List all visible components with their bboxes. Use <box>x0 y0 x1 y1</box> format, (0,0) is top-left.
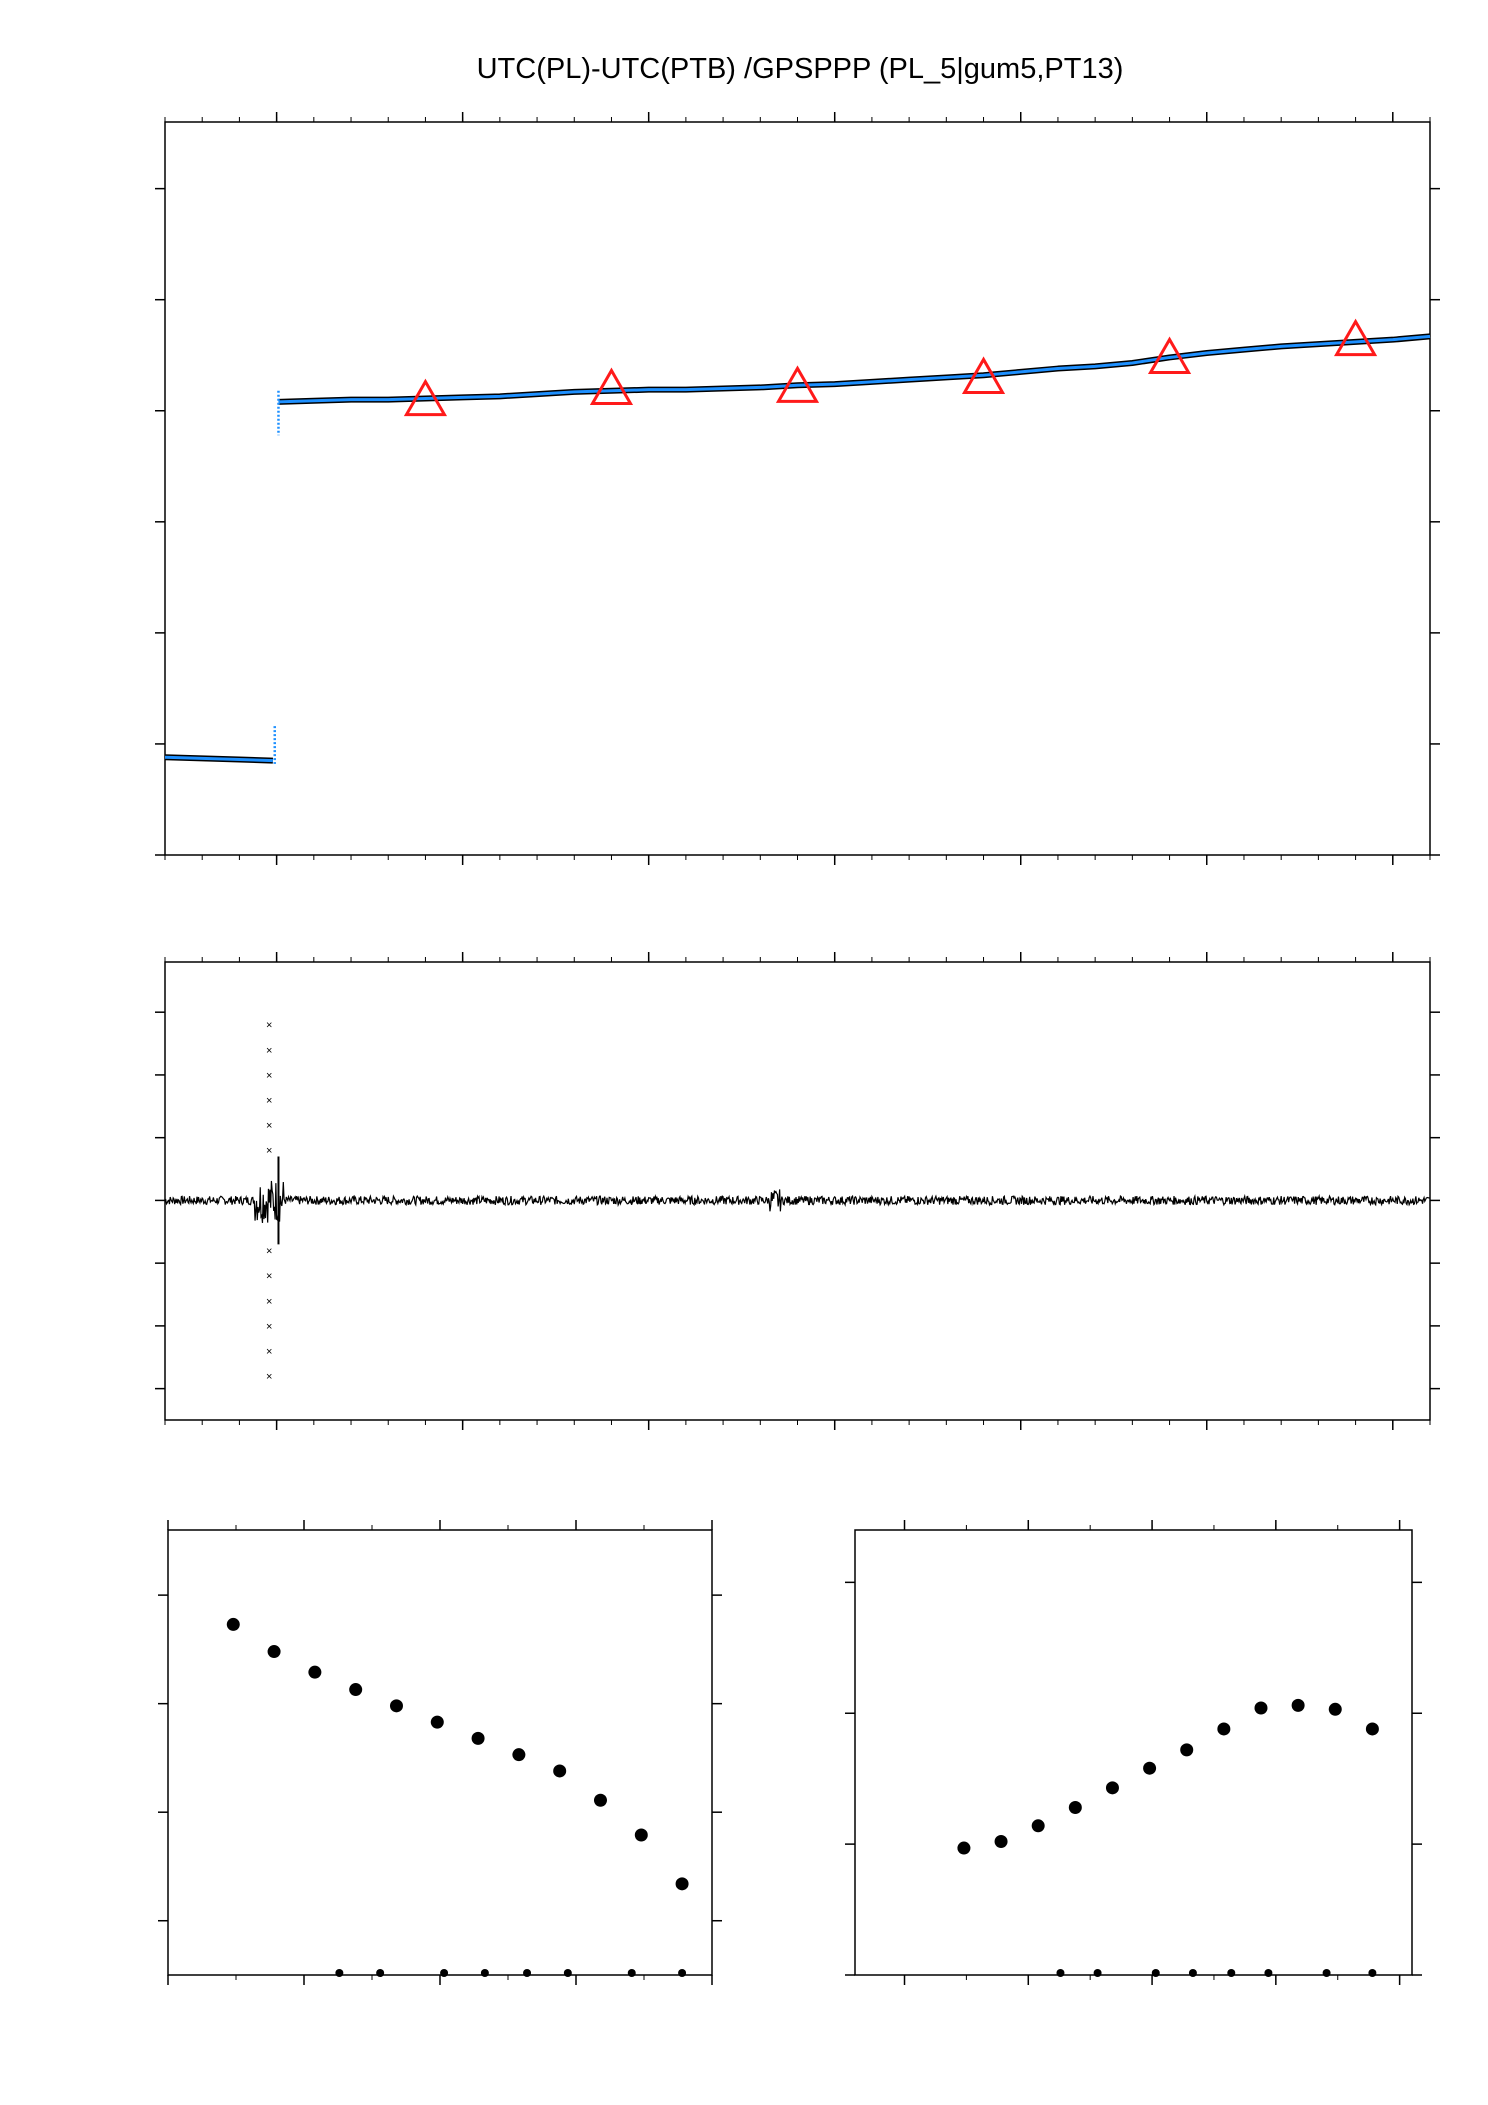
deviation-point <box>994 1835 1008 1848</box>
figure-title: UTC(PL)-UTC(PTB) /GPSPPP (PL_5|gum5,PT13… <box>477 53 1124 85</box>
deviation-point <box>308 1665 322 1679</box>
interval-marker-dot <box>678 1969 687 1977</box>
residual-outlier: × <box>266 1020 272 1032</box>
residual-outlier: × <box>266 1321 272 1333</box>
deviation-point <box>267 1645 281 1659</box>
interval-marker-dot <box>1368 1969 1377 1977</box>
series-line-pre-step <box>164 755 273 763</box>
deviation-point <box>1291 1698 1305 1712</box>
interval-marker-dot <box>1264 1969 1273 1977</box>
interval-marker-dot <box>1322 1969 1331 1977</box>
calibration-triangle <box>1333 318 1378 357</box>
interval-marker-dot <box>1093 1969 1102 1977</box>
series-line-post-step-outline <box>278 333 1431 405</box>
deviation-point <box>553 1764 567 1778</box>
residual-scatter-band <box>164 1180 1431 1224</box>
residual-outlier: × <box>266 1371 272 1383</box>
deviation-point <box>675 1877 689 1891</box>
deviation-point <box>512 1748 526 1762</box>
deviation-point <box>349 1683 363 1697</box>
deviation-point <box>957 1841 971 1855</box>
residual-outlier: × <box>266 1296 272 1308</box>
interval-marker-dot <box>563 1969 572 1977</box>
residual-outlier: × <box>266 1246 272 1258</box>
calibration-triangle <box>403 378 448 417</box>
deviation-point <box>1068 1800 1082 1814</box>
deviation-point <box>1254 1701 1268 1715</box>
deviation-point <box>1217 1722 1231 1736</box>
deviation-point <box>1365 1722 1379 1736</box>
calibration-triangle <box>1147 336 1192 374</box>
interval-marker-dot <box>1151 1969 1160 1977</box>
interval-marker-dot <box>1227 1969 1236 1977</box>
residual-outlier: × <box>266 1070 272 1082</box>
allan-deviation-panel <box>158 1520 722 1985</box>
interval-marker-dot <box>440 1969 449 1977</box>
series-line-post-step <box>278 334 1431 404</box>
time-deviation-panel <box>845 1520 1422 1985</box>
plot-frame <box>164 121 1431 856</box>
deviation-point <box>471 1731 485 1745</box>
residual-outlier: × <box>266 1120 272 1132</box>
interval-marker-dot <box>1188 1969 1197 1977</box>
deviation-point <box>389 1699 403 1713</box>
interval-marker-dot <box>627 1969 636 1977</box>
residuals-panel: × × × × × × × × × × × × <box>155 952 1440 1430</box>
deviation-point <box>1031 1819 1045 1833</box>
plot-frame <box>854 1529 1413 1976</box>
residual-outlier: × <box>266 1271 272 1283</box>
deviation-point <box>593 1793 607 1807</box>
residual-outlier: × <box>266 1045 272 1057</box>
plot-frame <box>164 961 1431 1421</box>
deviation-point <box>226 1617 240 1631</box>
utc-link-panel <box>155 112 1440 865</box>
interval-marker-dot <box>376 1969 385 1977</box>
residual-outlier: × <box>266 1095 272 1107</box>
residual-outlier: × <box>266 1346 272 1358</box>
deviation-point <box>1105 1781 1119 1795</box>
plot-frame <box>167 1529 713 1976</box>
deviation-point <box>430 1715 444 1729</box>
deviation-point <box>634 1828 648 1842</box>
deviation-point <box>1328 1702 1342 1716</box>
residual-outlier: × <box>266 1145 272 1157</box>
interval-marker-dot <box>523 1969 532 1977</box>
deviation-point <box>1143 1761 1157 1775</box>
interval-marker-dot <box>335 1969 344 1977</box>
calibration-triangle <box>961 356 1006 394</box>
calibration-triangle <box>775 365 820 403</box>
interval-marker-dot <box>1056 1969 1065 1977</box>
interval-marker-dot <box>480 1969 489 1977</box>
calibration-triangle <box>589 367 634 406</box>
deviation-point <box>1180 1743 1194 1757</box>
